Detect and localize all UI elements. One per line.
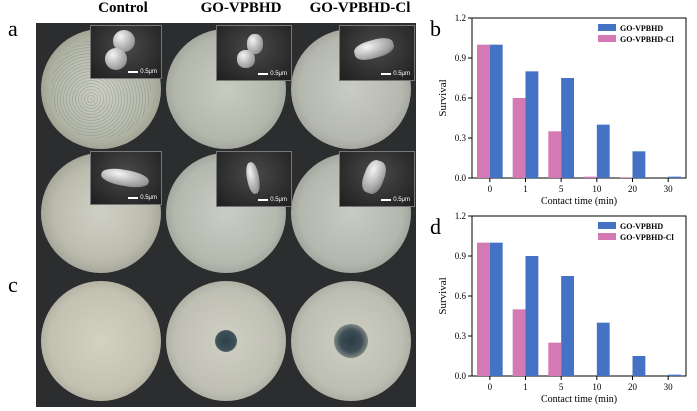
bar-go-vpbhd-0 bbox=[489, 44, 503, 178]
column-title-go-vpbhd-cl: GO-VPBHD-Cl bbox=[309, 0, 411, 16]
x-tick-label: 20 bbox=[628, 382, 638, 392]
legend-swatch bbox=[598, 35, 616, 42]
bar-go-vpbhd-5 bbox=[561, 276, 575, 376]
bar-go-vpbhd-0 bbox=[489, 242, 503, 376]
x-tick-label: 0 bbox=[488, 382, 493, 392]
y-tick-label: 0.3 bbox=[455, 331, 467, 341]
y-tick-label: 1.2 bbox=[455, 211, 466, 221]
sem-inset-control-row2: 0.5μm bbox=[90, 151, 162, 205]
bar-go-vpbhd-cl-1 bbox=[512, 309, 526, 376]
legend-label: GO-VPBHD bbox=[620, 24, 663, 33]
sem-inset-go-vpbhd-cl-row1: 0.5μm bbox=[339, 25, 415, 81]
column-title-control: Control bbox=[98, 0, 148, 16]
legend-swatch bbox=[598, 24, 616, 31]
x-tick-label: 30 bbox=[664, 184, 674, 194]
scale-bar: 0.5μm bbox=[128, 195, 157, 201]
legend-label: GO-VPBHD bbox=[620, 222, 663, 231]
chart-b: 0.0 0.3 0.6 0.9 1.2 Survival 0 1 5 10 20 30 Contact … bbox=[437, 13, 687, 207]
sem-cell bbox=[358, 157, 390, 197]
bar-go-vpbhd-cl-0 bbox=[476, 242, 490, 376]
inhibition-zone-go-vpbhd-cl bbox=[334, 324, 368, 358]
x-tick-label: 5 bbox=[559, 184, 564, 194]
y-tick-label: 0.6 bbox=[455, 291, 467, 301]
x-tick-label: 10 bbox=[592, 382, 602, 392]
panel-label-a: a bbox=[8, 16, 18, 41]
sem-cell bbox=[237, 50, 255, 68]
bar-go-vpbhd-1 bbox=[525, 256, 539, 376]
bar-go-vpbhd-cl-5 bbox=[548, 131, 562, 178]
bar-go-vpbhd-cl-20 bbox=[619, 177, 633, 178]
inhibition-zone-go-vpbhd bbox=[215, 330, 237, 352]
inhibition-plate-control bbox=[41, 281, 161, 401]
y-axis-label: Survival bbox=[437, 277, 449, 314]
bar-go-vpbhd-cl-1 bbox=[512, 98, 526, 178]
x-tick-label: 0 bbox=[488, 184, 493, 194]
bar-go-vpbhd-5 bbox=[561, 78, 575, 178]
x-axis-label: Contact time (min) bbox=[541, 196, 617, 207]
sem-inset-go-vpbhd-row1: 0.5μm bbox=[216, 25, 292, 81]
sem-inset-control-row1: 0.5μm bbox=[90, 25, 162, 79]
chart-d: 0.0 0.3 0.6 0.9 1.2 Survival 0 1 5 10 20 30 Contact … bbox=[437, 211, 687, 405]
bar-go-vpbhd-30 bbox=[668, 176, 682, 178]
y-tick-label: 1.2 bbox=[455, 13, 466, 23]
x-tick-label: 5 bbox=[559, 382, 564, 392]
x-axis-label: Contact time (min) bbox=[541, 394, 617, 405]
bar-go-vpbhd-cl-10 bbox=[583, 176, 597, 178]
sem-cell bbox=[244, 161, 262, 195]
panel-label-b: b bbox=[430, 16, 441, 41]
y-tick-label: 0.9 bbox=[455, 251, 467, 261]
sem-cell bbox=[113, 30, 135, 52]
sem-cell bbox=[105, 48, 127, 70]
scale-bar: 0.5μm bbox=[258, 71, 287, 77]
bar-go-vpbhd-cl-5 bbox=[548, 342, 562, 376]
y-tick-label: 0.9 bbox=[455, 53, 467, 63]
x-tick-label: 30 bbox=[664, 382, 674, 392]
x-tick-label: 20 bbox=[628, 184, 638, 194]
bar-go-vpbhd-1 bbox=[525, 71, 539, 178]
bar-go-vpbhd-10 bbox=[596, 124, 610, 178]
scale-bar: 0.5μm bbox=[258, 197, 287, 203]
sem-inset-go-vpbhd-row2: 0.5μm bbox=[216, 151, 292, 207]
scale-bar: 0.5μm bbox=[128, 69, 157, 75]
bar-go-vpbhd-20 bbox=[632, 151, 646, 178]
sem-cell bbox=[352, 35, 396, 63]
panel-label-c: c bbox=[8, 272, 18, 297]
legend-label: GO-VPBHD-Cl bbox=[620, 233, 675, 242]
x-tick-label: 1 bbox=[523, 184, 528, 194]
y-axis-label: Survival bbox=[437, 79, 449, 116]
plate-photo-grid: 0.5μm 0.5μm 0.5μm 0.5μm 0.5μm 0.5μm bbox=[36, 23, 416, 407]
x-tick-label: 10 bbox=[592, 184, 602, 194]
y-tick-label: 0.3 bbox=[455, 133, 467, 143]
legend-label: GO-VPBHD-Cl bbox=[620, 35, 675, 44]
y-tick-label: 0.6 bbox=[455, 93, 467, 103]
bar-go-vpbhd-cl-0 bbox=[476, 44, 490, 178]
x-tick-label: 1 bbox=[523, 382, 528, 392]
sem-cell bbox=[247, 34, 263, 54]
column-title-go-vpbhd: GO-VPBHD bbox=[200, 0, 282, 16]
sem-cell bbox=[99, 165, 151, 191]
y-tick-label: 0.0 bbox=[455, 371, 467, 381]
scale-bar: 0.5μm bbox=[381, 197, 410, 203]
legend-swatch bbox=[598, 222, 616, 229]
bar-go-vpbhd-30 bbox=[668, 374, 682, 376]
bar-go-vpbhd-10 bbox=[596, 322, 610, 376]
panel-label-d: d bbox=[430, 214, 441, 239]
legend-swatch bbox=[598, 233, 616, 240]
sem-inset-go-vpbhd-cl-row2: 0.5μm bbox=[339, 151, 415, 207]
y-tick-label: 0.0 bbox=[455, 173, 467, 183]
scale-bar: 0.5μm bbox=[381, 71, 410, 77]
bar-go-vpbhd-20 bbox=[632, 356, 646, 376]
